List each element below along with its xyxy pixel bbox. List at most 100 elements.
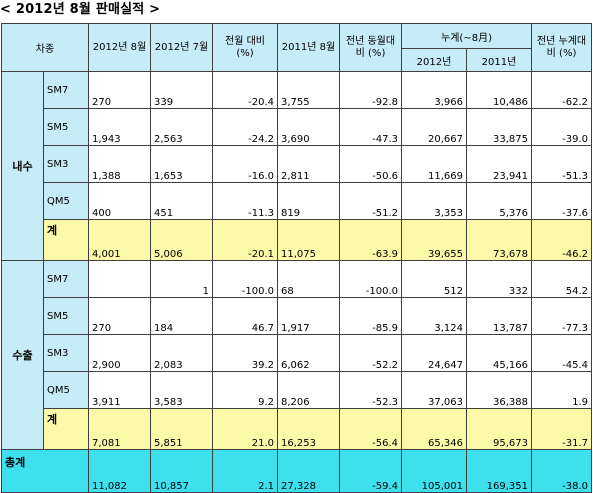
cell-aug2012: 270: [88, 297, 151, 335]
header-aug2011: 2011년 8월: [277, 23, 340, 72]
cell-jul2012: 339: [150, 71, 213, 109]
cell-yoy: -52.3: [339, 371, 402, 409]
cell-yoy: -59.4: [339, 449, 402, 493]
cell-cum-yoy: -46.2: [531, 219, 593, 261]
cell-cum-yoy: -37.6: [531, 182, 593, 220]
model-cell: SM3: [43, 145, 89, 183]
cell-aug2011: 11,075: [277, 219, 340, 261]
table-row: QM5 400 451 -11.3 819 -51.2 3,353 5,376 …: [2, 182, 593, 220]
cell-mom: 46.7: [212, 297, 278, 335]
cell-aug2012: [88, 260, 151, 298]
cell-cum-yoy: 54.2: [531, 260, 593, 298]
cell-aug2012: 270: [88, 71, 151, 109]
cell-cum2011: 23,941: [465, 145, 533, 183]
cell-jul2012: 2,563: [150, 108, 213, 146]
cell-jul2012: 5,851: [150, 408, 213, 450]
header-cum2011: 2011년: [465, 48, 533, 72]
report-title: < 2012년 8월 판매실적 >: [0, 2, 161, 17]
header-category: 차종: [1, 23, 89, 72]
subtotal-row-domestic: 계 4,001 5,006 -20.1 11,075 -63.9 39,655 …: [2, 219, 593, 261]
cell-cum2012: 11,669: [401, 145, 467, 183]
model-cell: QM5: [43, 371, 89, 409]
cell-cum-yoy: -77.3: [531, 297, 593, 335]
table-row: 내수 SM7 270 339 -20.4 3,755 -92.8 3,966 1…: [1, 71, 593, 261]
cell-yoy: -63.9: [339, 219, 402, 261]
header-cum2012: 2012년: [401, 48, 467, 72]
cell-cum2011: 45,166: [465, 334, 533, 372]
header-row-sub: 2012년 2011년: [2, 48, 592, 72]
cell-cum2012: 24,647: [401, 334, 467, 372]
cell-aug2012: 4,001: [88, 219, 151, 261]
total-label: 총계: [1, 449, 89, 493]
table-row: SM5 270 184 46.7 1,917 -85.9 3,124 13,78…: [2, 297, 593, 335]
cell-yoy: -47.3: [339, 108, 402, 146]
cell-aug2012: 7,081: [88, 408, 151, 450]
cell-aug2012: 2,900: [88, 334, 151, 372]
cell-aug2011: 16,253: [277, 408, 340, 450]
cell-jul2012: 2,083: [150, 334, 213, 372]
cell-cum2012: 512: [401, 260, 467, 298]
model-cell: SM7: [43, 71, 89, 109]
cell-cum2011: 36,388: [465, 371, 533, 409]
cell-aug2012: 400: [88, 182, 151, 220]
cell-cum2011: 5,376: [465, 182, 533, 220]
cell-cum2012: 3,353: [401, 182, 467, 220]
cell-aug2011: 3,755: [277, 71, 340, 109]
table-row: SM5 1,943 2,563 -24.2 3,690 -47.3 20,667…: [2, 108, 593, 146]
model-cell: SM3: [43, 334, 89, 372]
cell-mom: -20.4: [212, 71, 278, 109]
section-domestic-label: 내수: [1, 71, 44, 261]
model-cell: SM5: [43, 297, 89, 335]
cell-cum2011: 13,787: [465, 297, 533, 335]
table-row: QM5 3,911 3,583 9.2 8,206 -52.3 37,063 3…: [2, 371, 593, 409]
header-cum-yoy: 전년 누계대비 (%): [531, 23, 593, 72]
section-export-label: 수출: [1, 260, 44, 450]
grand-total-row: 총계 11,082 10,857 2.1 27,328 -59.4 105,00…: [1, 449, 593, 493]
header-yoy: 전년 동월대비 (%): [339, 23, 402, 72]
cell-jul2012: 10,857: [150, 449, 213, 493]
cell-cum2011: 169,351: [465, 449, 533, 493]
model-cell: SM7: [43, 260, 89, 298]
cell-yoy: -50.6: [339, 145, 402, 183]
cell-aug2011: 6,062: [277, 334, 340, 372]
cell-cum2011: 33,875: [465, 108, 533, 146]
subtotal-row-export: 계 7,081 5,851 21.0 16,253 -56.4 65,346 9…: [2, 408, 593, 450]
cell-cum2012: 3,124: [401, 297, 467, 335]
cell-aug2011: 27,328: [277, 449, 340, 493]
cell-cum2012: 3,966: [401, 71, 467, 109]
cell-mom: -24.2: [212, 108, 278, 146]
cell-jul2012: 3,583: [150, 371, 213, 409]
header-aug2012: 2012년 8월: [88, 23, 151, 72]
cell-mom: 39.2: [212, 334, 278, 372]
cell-mom: 2.1: [212, 449, 278, 493]
cell-aug2011: 3,690: [277, 108, 340, 146]
cell-jul2012: 1,653: [150, 145, 213, 183]
cell-mom: 9.2: [212, 371, 278, 409]
cell-aug2011: 68: [277, 260, 340, 298]
cell-yoy: -100.0: [339, 260, 402, 298]
cell-cum2011: 73,678: [465, 219, 533, 261]
cell-yoy: -56.4: [339, 408, 402, 450]
header-row: 차종 2012년 8월 2012년 7월 전월 대비 (%) 2011년 8월 …: [1, 23, 593, 72]
header-jul2012: 2012년 7월: [150, 23, 213, 72]
cell-mom: -16.0: [212, 145, 278, 183]
cell-cum2012: 20,667: [401, 108, 467, 146]
cell-cum-yoy: -62.2: [531, 71, 593, 109]
cell-cum-yoy: -39.0: [531, 108, 593, 146]
model-cell: SM5: [43, 108, 89, 146]
cell-aug2011: 2,811: [277, 145, 340, 183]
cell-aug2012: 1,943: [88, 108, 151, 146]
cell-cum2011: 95,673: [465, 408, 533, 450]
cell-mom: -20.1: [212, 219, 278, 261]
cell-jul2012: 5,006: [150, 219, 213, 261]
header-cumulative: 누계(~8月): [400, 23, 533, 49]
cell-aug2012: 11,082: [88, 449, 151, 493]
cell-jul2012: 1: [150, 260, 213, 298]
cell-cum2011: 10,486: [465, 71, 533, 109]
cell-cum2012: 65,346: [401, 408, 467, 450]
cell-cum2012: 39,655: [401, 219, 467, 261]
cell-aug2011: 1,917: [277, 297, 340, 335]
cell-mom: 21.0: [212, 408, 278, 450]
table-row: 수출 SM7 1 -100.0 68 -100.0 512 332 54.2: [1, 260, 593, 450]
table-row: SM3 1,388 1,653 -16.0 2,811 -50.6 11,669…: [2, 145, 593, 183]
